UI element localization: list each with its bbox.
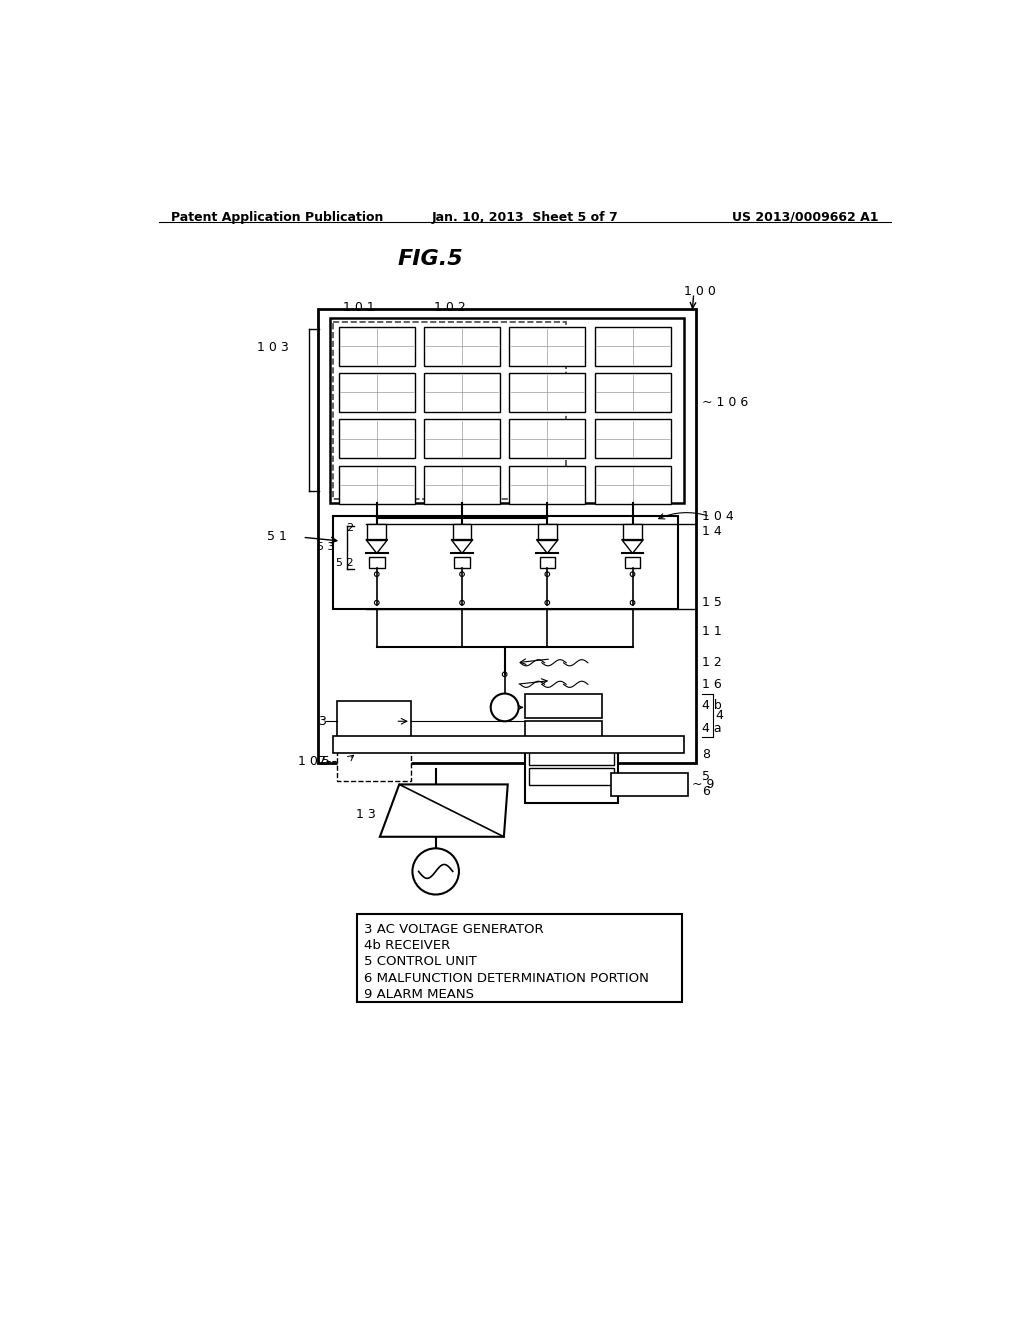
Text: 4b RECEIVER: 4b RECEIVER <box>365 940 451 952</box>
Bar <box>356 913 682 1002</box>
Text: 4 a: 4 a <box>702 722 722 735</box>
Text: ~ 9: ~ 9 <box>692 777 715 791</box>
Bar <box>424 466 500 504</box>
Bar <box>424 374 500 412</box>
Bar <box>339 327 415 366</box>
Bar <box>339 420 415 458</box>
Text: 1 4: 1 4 <box>702 525 722 539</box>
Text: 4: 4 <box>716 709 723 722</box>
Text: 9 ALARM MEANS: 9 ALARM MEANS <box>365 987 474 1001</box>
Bar <box>595 466 671 504</box>
Text: ~ 1 0 6: ~ 1 0 6 <box>702 396 749 409</box>
Bar <box>540 557 555 568</box>
Polygon shape <box>380 784 508 837</box>
Text: 1 6: 1 6 <box>702 677 722 690</box>
Text: FIG.5: FIG.5 <box>397 249 463 269</box>
Bar <box>509 466 586 504</box>
Bar <box>538 524 557 540</box>
Bar <box>625 557 640 568</box>
Bar <box>424 327 500 366</box>
Text: 5 2: 5 2 <box>336 557 353 568</box>
Bar <box>334 737 684 752</box>
Text: 1 0 3: 1 0 3 <box>257 341 289 354</box>
Bar <box>528 743 614 766</box>
Text: 5 3: 5 3 <box>316 543 334 552</box>
Bar <box>509 327 586 366</box>
Bar <box>337 701 411 742</box>
Text: 7: 7 <box>317 755 326 768</box>
Bar <box>595 327 671 366</box>
Text: 1 3: 1 3 <box>356 808 376 821</box>
Text: CT: CT <box>497 702 513 713</box>
Bar <box>334 516 678 609</box>
Text: 5 CONTROL UNIT: 5 CONTROL UNIT <box>365 956 477 969</box>
Text: 2: 2 <box>346 523 353 533</box>
Bar <box>339 466 415 504</box>
Bar <box>339 374 415 412</box>
Bar <box>509 374 586 412</box>
Circle shape <box>413 849 459 895</box>
Bar <box>453 524 471 540</box>
Text: 1 1: 1 1 <box>702 626 722 639</box>
Text: 1 2: 1 2 <box>702 656 722 669</box>
Bar <box>509 420 586 458</box>
Bar <box>330 318 684 503</box>
Text: 3 AC VOLTAGE GENERATOR: 3 AC VOLTAGE GENERATOR <box>365 923 544 936</box>
Text: 4 b: 4 b <box>702 700 722 713</box>
Bar <box>524 721 602 738</box>
Bar <box>524 742 617 803</box>
Text: 1 5: 1 5 <box>702 597 722 610</box>
Text: 1 0 4: 1 0 4 <box>702 511 734 523</box>
Bar <box>611 774 688 796</box>
Text: Patent Application Publication: Patent Application Publication <box>171 211 383 224</box>
Text: 6: 6 <box>702 785 711 797</box>
Text: Jan. 10, 2013  Sheet 5 of 7: Jan. 10, 2013 Sheet 5 of 7 <box>431 211 618 224</box>
Text: 5: 5 <box>702 770 711 783</box>
Text: 1 0 2: 1 0 2 <box>434 301 466 314</box>
Bar <box>455 557 470 568</box>
Bar <box>334 322 566 499</box>
Bar <box>528 768 614 785</box>
Circle shape <box>490 693 518 721</box>
Text: 1 0 5: 1 0 5 <box>298 755 330 768</box>
Bar <box>624 524 642 540</box>
Bar <box>424 420 500 458</box>
Text: 6 MALFUNCTION DETERMINATION PORTION: 6 MALFUNCTION DETERMINATION PORTION <box>365 972 649 985</box>
Text: US 2013/0009662 A1: US 2013/0009662 A1 <box>732 211 879 224</box>
Text: 5 1: 5 1 <box>267 529 287 543</box>
Bar <box>368 524 386 540</box>
Bar <box>337 742 411 781</box>
Bar <box>595 374 671 412</box>
Bar <box>369 557 385 568</box>
Bar <box>317 309 696 763</box>
Bar <box>524 693 602 718</box>
Text: 8: 8 <box>702 748 711 760</box>
Text: +: + <box>477 803 492 821</box>
Bar <box>595 420 671 458</box>
Text: -: - <box>403 803 411 821</box>
Text: 3: 3 <box>317 714 326 727</box>
Text: 1 0 0: 1 0 0 <box>684 285 717 298</box>
Text: 1 0 1: 1 0 1 <box>343 301 375 314</box>
